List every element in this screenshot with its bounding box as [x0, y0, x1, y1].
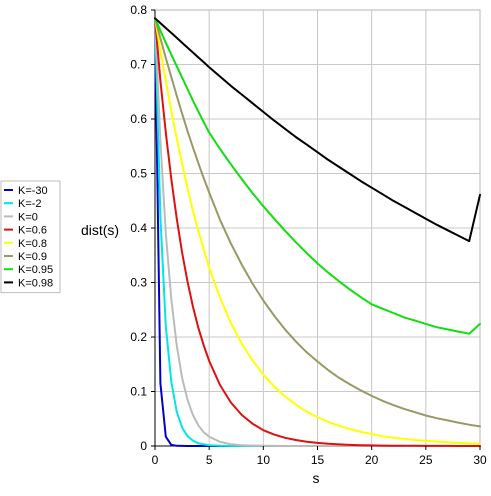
x-tick-label: 10	[257, 453, 271, 467]
series-line-k-0-8	[154, 17, 481, 445]
y-tick-label: 0.7	[130, 58, 147, 72]
legend-label: K=0	[18, 211, 38, 223]
legend-label: K=0.9	[18, 251, 47, 263]
y-tick-label: 0.6	[130, 112, 147, 126]
x-tick-label: 5	[206, 453, 213, 467]
legend-label: K=0.98	[18, 277, 53, 289]
x-tick-label: 30	[473, 453, 487, 467]
x-axis-ticks: 0 5 10 15 20 25 30	[152, 446, 487, 467]
legend-label: K=0.6	[18, 225, 47, 237]
x-axis-label: s	[313, 470, 320, 486]
legend-label: K=-2	[18, 198, 42, 210]
legend-label: K=0.95	[18, 264, 53, 276]
legend-label: K=0.8	[18, 238, 47, 250]
x-tick-label: 15	[311, 453, 325, 467]
x-tick-label: 20	[365, 453, 379, 467]
series-line-k-0-9	[154, 17, 481, 428]
y-tick-label: 0.3	[130, 276, 147, 290]
y-tick-label: 0.5	[130, 167, 147, 181]
x-tick-label: 0	[152, 453, 159, 467]
legend-label: K=-30	[18, 185, 48, 197]
series-lines	[154, 17, 481, 447]
legend-box	[0, 180, 61, 294]
y-tick-label: 0.2	[130, 330, 147, 344]
grid	[155, 10, 480, 446]
y-axis-ticks: 0 0.1 0.2 0.3 0.4 0.5 0.6 0.7 0.8	[130, 3, 155, 453]
series-line-k-0-98	[154, 17, 481, 243]
y-axis-label: dist(s)	[81, 222, 119, 238]
y-tick-label: 0.8	[130, 3, 147, 17]
y-tick-label: 0.4	[130, 221, 147, 235]
legend: K=-30K=-2K=0 K=0.6K=0.8K=0.9K=0.95K=0.98	[0, 180, 61, 294]
y-tick-label: 0	[140, 439, 147, 453]
y-tick-label: 0.1	[130, 385, 147, 399]
x-tick-label: 25	[419, 453, 433, 467]
series-line-k-0-95	[154, 17, 481, 335]
series-line-k-0-6	[154, 17, 481, 447]
